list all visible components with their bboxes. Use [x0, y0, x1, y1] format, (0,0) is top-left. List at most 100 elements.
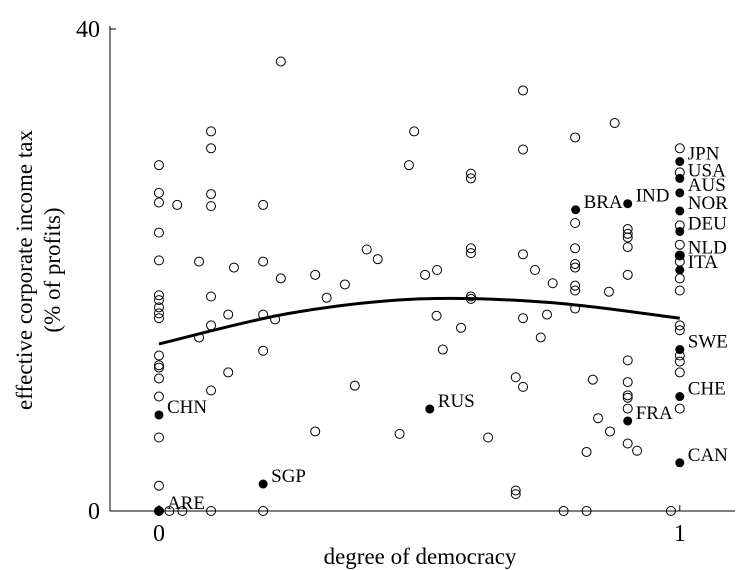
- point-label: IND: [636, 186, 670, 207]
- point-label: USA: [688, 160, 726, 181]
- data-point: [409, 126, 420, 137]
- data-point: [605, 426, 615, 437]
- data-point: [394, 428, 405, 439]
- point-label: CAN: [688, 445, 728, 466]
- labeled-point: [623, 416, 633, 426]
- data-point: [153, 160, 164, 171]
- data-point: [632, 445, 643, 456]
- fit-line: [158, 296, 680, 346]
- labeled-point: [258, 479, 268, 489]
- data-point: [258, 345, 269, 356]
- labeled-point: [675, 206, 685, 216]
- point-label: ARE: [167, 493, 205, 514]
- data-point: [483, 432, 494, 443]
- data-point: [206, 385, 217, 396]
- labeled-point: [675, 392, 685, 402]
- data-point: [153, 313, 164, 324]
- point-label: SWE: [688, 332, 728, 353]
- point-label: ITA: [688, 252, 718, 273]
- data-point: [153, 350, 164, 361]
- data-point: [603, 286, 614, 297]
- data-point: [275, 56, 286, 67]
- data-point: [518, 144, 529, 155]
- data-point: [465, 291, 476, 302]
- data-point: [465, 248, 476, 259]
- data-point: [665, 506, 676, 516]
- data-point: [194, 256, 205, 267]
- point-label: FRA: [636, 403, 673, 424]
- data-point: [622, 355, 633, 366]
- labeled-point: [675, 188, 685, 198]
- point-label: NLD: [688, 238, 727, 259]
- data-point: [431, 310, 442, 321]
- data-point: [206, 506, 217, 516]
- labeled-point: [675, 251, 685, 261]
- data-point: [510, 489, 521, 500]
- data-point: [275, 273, 286, 284]
- data-point: [153, 255, 164, 266]
- data-point: [535, 332, 546, 343]
- data-point: [372, 254, 383, 265]
- y-axis-label: effective corporate income tax: [12, 130, 37, 410]
- data-point: [541, 309, 552, 320]
- data-point: [153, 480, 164, 491]
- data-point: [570, 280, 581, 291]
- data-point: [622, 224, 633, 235]
- data-point: [228, 262, 239, 273]
- data-point: [432, 265, 443, 275]
- data-point: [622, 392, 633, 403]
- data-point: [153, 362, 164, 373]
- data-point: [674, 325, 685, 336]
- data-point: [206, 143, 217, 154]
- data-point: [518, 85, 529, 96]
- point-label: BRA: [584, 192, 623, 213]
- data-point: [310, 426, 321, 437]
- y-tick-label: 0: [88, 499, 100, 525]
- data-point: [437, 344, 448, 355]
- data-point: [558, 506, 569, 516]
- point-label: SGP: [271, 466, 306, 487]
- data-point: [153, 373, 164, 384]
- data-point: [172, 199, 183, 210]
- point-label: AUS: [688, 175, 726, 196]
- data-point: [674, 356, 685, 367]
- data-point: [258, 199, 269, 210]
- data-point: [581, 446, 592, 457]
- y-axis-label: (% of profits): [40, 207, 65, 332]
- labeled-point: [623, 199, 633, 209]
- data-point: [310, 269, 321, 280]
- data-point: [420, 269, 431, 280]
- data-point: [674, 403, 685, 414]
- data-point: [622, 232, 633, 243]
- data-point: [258, 506, 269, 516]
- data-point: [177, 506, 188, 516]
- data-point: [465, 173, 476, 184]
- data-point: [206, 126, 217, 137]
- data-point: [258, 256, 269, 267]
- data-point: [547, 278, 558, 289]
- labeled-point: [675, 226, 685, 236]
- x-axis-label: degree of democracy: [324, 544, 517, 569]
- data-point: [674, 285, 685, 296]
- data-point: [518, 381, 529, 392]
- data-point: [570, 258, 581, 269]
- data-point: [153, 295, 164, 306]
- data-point: [321, 292, 332, 303]
- point-label: DEU: [688, 213, 727, 234]
- data-point: [153, 197, 164, 208]
- labeled-point: [675, 173, 685, 183]
- data-point: [510, 485, 521, 496]
- x-tick-label: 1: [674, 521, 686, 547]
- labeled-point: [571, 205, 581, 215]
- data-point: [349, 380, 360, 391]
- data-point: [465, 168, 476, 179]
- labeled-point: [675, 345, 685, 355]
- data-point: [153, 391, 164, 402]
- data-point: [622, 438, 633, 449]
- data-point: [465, 243, 476, 254]
- data-point: [153, 302, 164, 313]
- data-point: [674, 143, 685, 154]
- data-point: [164, 506, 175, 516]
- data-point: [153, 290, 164, 301]
